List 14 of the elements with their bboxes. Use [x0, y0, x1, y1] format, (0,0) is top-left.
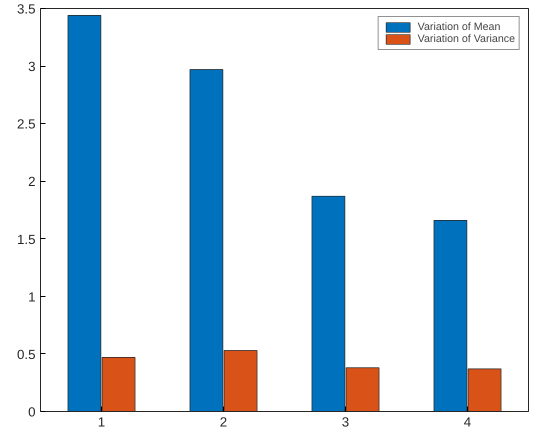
legend-label: Variation of Variance — [418, 33, 515, 45]
x-tick-label: 1 — [98, 414, 106, 430]
legend-label: Variation of Mean — [418, 21, 500, 33]
y-tick-label: 1.5 — [16, 232, 36, 247]
y-tick-label: 3 — [28, 59, 36, 74]
y-tick-label: 0 — [28, 404, 36, 420]
x-tick-label: 4 — [464, 414, 472, 430]
y-tick-label: 2 — [28, 174, 36, 190]
y-tick-label: 3.5 — [16, 2, 36, 16]
x-tick-label: 3 — [342, 414, 350, 430]
x-tick-label: 2 — [220, 414, 228, 430]
y-tick-label: 1 — [28, 289, 36, 304]
y-tick-label: 2.5 — [16, 116, 36, 132]
y-tick-label: 0.5 — [16, 346, 36, 362]
